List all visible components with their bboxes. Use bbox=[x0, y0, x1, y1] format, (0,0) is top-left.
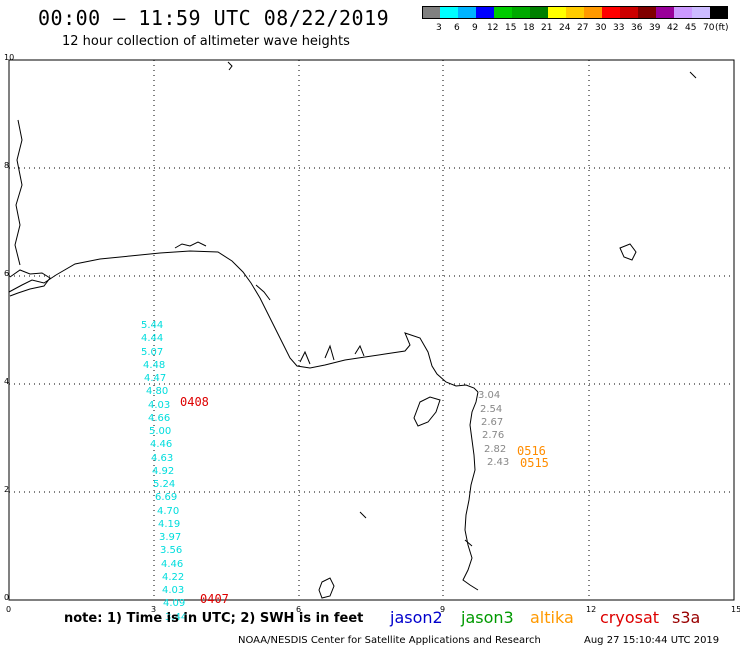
wave-height-value: 4.22 bbox=[162, 571, 185, 583]
scale-tick-label: 6 bbox=[454, 23, 460, 33]
wave-height-value: 4.46 bbox=[161, 558, 184, 570]
wave-height-value: 4.03 bbox=[148, 399, 171, 411]
scale-swatch bbox=[530, 6, 548, 19]
x-tick-label: 3 bbox=[151, 605, 156, 614]
legend-altika: altika bbox=[530, 608, 574, 627]
scale-tick-label: 9 bbox=[472, 23, 478, 33]
map-frame bbox=[8, 59, 735, 601]
scale-tick-label: 18 bbox=[523, 23, 535, 33]
wave-height-value: 5.00 bbox=[149, 426, 172, 437]
x-tick-label: 12 bbox=[586, 605, 596, 614]
map-grid bbox=[9, 60, 734, 600]
x-tick-label: 9 bbox=[440, 605, 445, 614]
scale-swatch bbox=[692, 6, 710, 19]
scale-tick-label: 3 bbox=[436, 23, 442, 33]
pass-time-label: 0516 bbox=[517, 444, 546, 458]
scale-tick-label: 21 bbox=[541, 23, 553, 33]
x-tick-label: 15 bbox=[731, 605, 740, 614]
wave-height-value: 4.47 bbox=[144, 373, 167, 384]
scale-tick-label: 39 bbox=[649, 23, 661, 33]
x-tick-label: 6 bbox=[296, 605, 301, 614]
scale-swatch bbox=[422, 6, 440, 19]
scale-tick-label: 27 bbox=[577, 23, 589, 33]
wave-height-value: 4.70 bbox=[157, 505, 180, 517]
wave-height-value: 2.67 bbox=[481, 417, 504, 428]
scale-tick-label: 33 bbox=[613, 23, 625, 33]
legend-cryosat: cryosat bbox=[600, 608, 660, 627]
wave-height-value: 4.92 bbox=[152, 465, 175, 477]
wave-height-value: 6.69 bbox=[155, 492, 178, 504]
map-note: note: 1) Time is in UTC; 2) SWH is in fe… bbox=[64, 611, 364, 626]
wave-height-value: 4.48 bbox=[143, 359, 166, 371]
scale-tick-label: (ft) bbox=[715, 23, 729, 33]
wave-height-value: 3.44 bbox=[165, 611, 188, 623]
pass-time-label: 0407 bbox=[200, 592, 229, 606]
wave-height-value: 4.44 bbox=[141, 333, 164, 345]
legend-jason2: jason2 bbox=[390, 608, 443, 627]
wave-height-value: 4.19 bbox=[158, 518, 181, 530]
wave-height-value: 2.43 bbox=[487, 457, 510, 468]
credit-line: NOAA/NESDIS Center for Satellite Applica… bbox=[238, 635, 541, 646]
scale-tick-label: 12 bbox=[487, 23, 499, 33]
map-subtitle: 12 hour collection of altimeter wave hei… bbox=[62, 34, 350, 49]
wave-height-value: 2.76 bbox=[482, 430, 505, 441]
y-tick-label: 10 bbox=[4, 53, 14, 62]
wave-height-value: 2.82 bbox=[484, 444, 507, 455]
scale-tick-label: 42 bbox=[667, 23, 679, 33]
wave-height-value: 4.63 bbox=[151, 452, 174, 464]
y-tick-label: 2 bbox=[4, 485, 9, 494]
scale-tick-label: 15 bbox=[505, 23, 517, 33]
scale-swatch bbox=[458, 6, 476, 19]
scale-swatch bbox=[512, 6, 530, 19]
y-axis-labels: 10 8 6 4 2 0 bbox=[4, 53, 14, 602]
scale-tick-label: 36 bbox=[631, 23, 643, 33]
scale-tick-label: 30 bbox=[595, 23, 607, 33]
legend-jason3: jason3 bbox=[461, 608, 514, 627]
legend-s3a: s3a bbox=[672, 608, 701, 627]
wave-height-value: 5.07 bbox=[141, 346, 164, 358]
map-title: 00:00 – 11:59 UTC 08/22/2019 bbox=[38, 6, 390, 30]
y-tick-label: 4 bbox=[4, 377, 9, 386]
wave-height-value: 4.09 bbox=[163, 598, 186, 610]
scale-swatch bbox=[476, 6, 494, 19]
wave-height-value: 4.03 bbox=[162, 585, 185, 596]
scale-swatch bbox=[440, 6, 458, 19]
scale-border bbox=[422, 6, 728, 19]
generated-timestamp: Aug 27 15:10:44 UTC 2019 bbox=[584, 635, 720, 646]
scale-swatch bbox=[638, 6, 656, 19]
scale-swatch bbox=[710, 6, 728, 19]
wave-height-value: 2.54 bbox=[480, 404, 503, 415]
scale-swatch bbox=[548, 6, 566, 19]
scale-swatch bbox=[566, 6, 584, 19]
pass-time-label: 0515 bbox=[520, 456, 549, 470]
scale-swatch bbox=[656, 6, 674, 19]
wave-height-value: 3.97 bbox=[159, 532, 182, 543]
wave-height-value: 5.24 bbox=[153, 479, 176, 490]
wave-height-value: 4.80 bbox=[146, 386, 169, 398]
wave-height-value: 3.56 bbox=[160, 545, 183, 557]
scale-swatch bbox=[620, 6, 638, 19]
coastline bbox=[8, 61, 697, 599]
scale-tick-label: 24 bbox=[559, 23, 571, 33]
wave-height-value: 3.04 bbox=[478, 390, 501, 401]
y-tick-label: 6 bbox=[4, 269, 9, 278]
pass-time-label: 0408 bbox=[180, 395, 209, 409]
wave-height-value: 4.46 bbox=[150, 439, 173, 451]
wave-height-value: 5.44 bbox=[141, 320, 164, 331]
scale-tick-label: 45 bbox=[685, 23, 697, 33]
y-tick-label: 0 bbox=[4, 593, 9, 602]
wave-height-value: 4.66 bbox=[148, 412, 171, 424]
scale-tick-label: 70 bbox=[703, 23, 715, 33]
scale-swatch bbox=[602, 6, 620, 19]
scale-swatch bbox=[584, 6, 602, 19]
x-tick-label: 0 bbox=[6, 605, 11, 614]
scale-swatch bbox=[494, 6, 512, 19]
y-tick-label: 8 bbox=[4, 161, 9, 170]
x-axis-labels: 0 3 6 9 12 15 bbox=[6, 605, 740, 614]
scale-swatch bbox=[674, 6, 692, 19]
